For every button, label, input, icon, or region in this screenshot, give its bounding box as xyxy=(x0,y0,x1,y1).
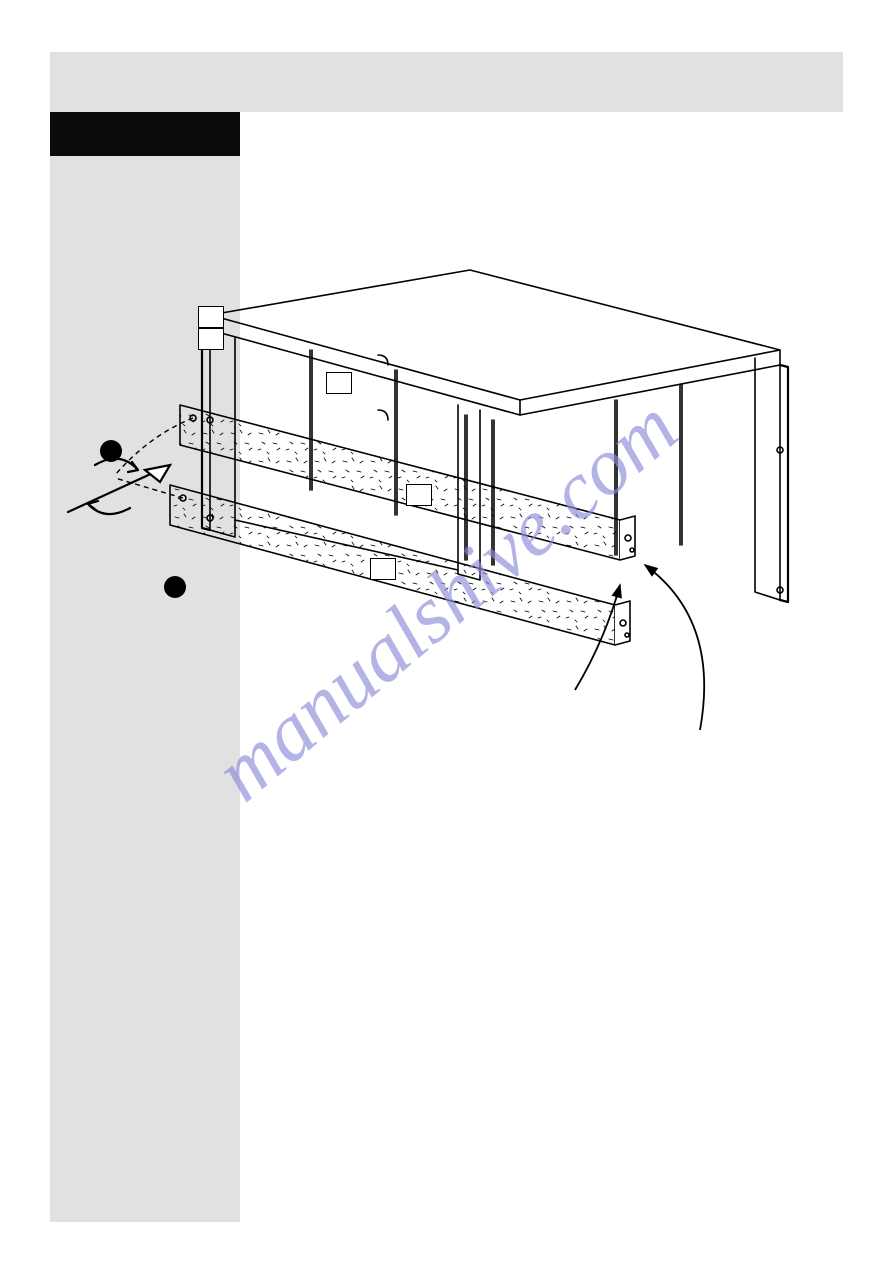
label-box xyxy=(406,484,432,506)
bullet-dot xyxy=(100,440,122,462)
label-box xyxy=(198,306,224,328)
label-box xyxy=(326,372,352,394)
header-bar xyxy=(50,52,843,112)
label-box xyxy=(198,328,224,350)
page: manualshive.com xyxy=(0,0,893,1263)
label-box xyxy=(370,558,396,580)
assembly-diagram xyxy=(60,260,830,760)
step-number-box xyxy=(50,112,240,156)
bullet-dot xyxy=(164,576,186,598)
